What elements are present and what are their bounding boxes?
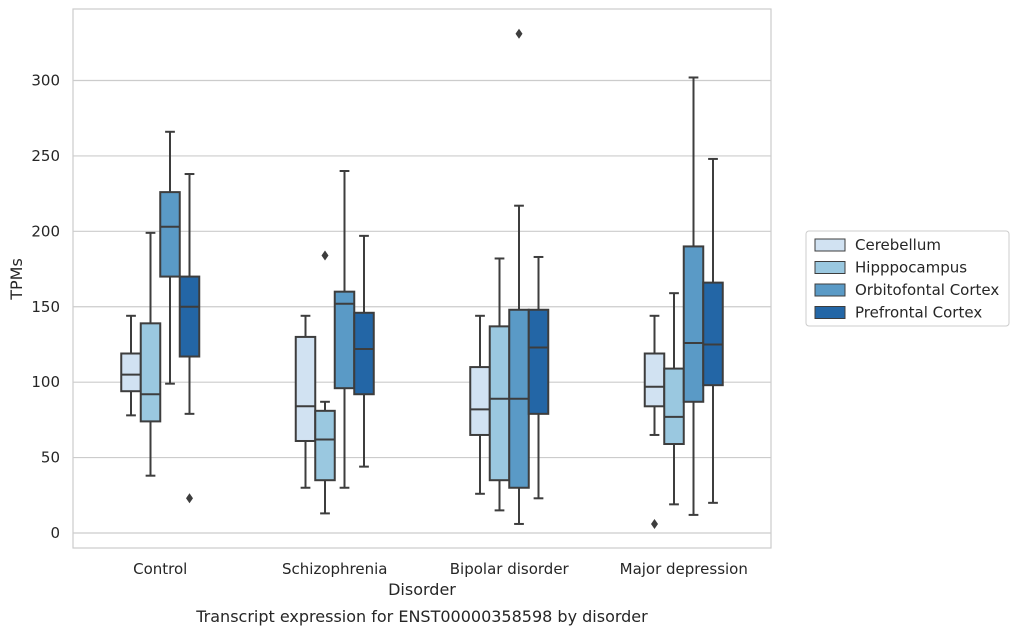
- plot-area: [73, 9, 771, 548]
- y-tick-label: 0: [50, 524, 60, 542]
- legend-frame: [805, 230, 1010, 327]
- box-prefrontal-cortex: [527, 255, 550, 500]
- y-tick-label: 250: [31, 147, 60, 165]
- legend-swatch: [814, 261, 846, 274]
- box-iqr: [643, 352, 666, 408]
- legend-label: Orbitofontal Cortex: [855, 281, 999, 299]
- outlier-marker: [515, 28, 523, 39]
- plot-frame: [72, 8, 772, 549]
- box-iqr: [527, 308, 550, 415]
- box-iqr: [682, 245, 705, 403]
- box-iqr: [120, 352, 142, 393]
- legend-swatch: [814, 283, 846, 297]
- y-tick-label: 300: [31, 72, 60, 90]
- box-iqr: [663, 367, 685, 446]
- legend-swatch: [814, 306, 846, 319]
- box-cerebellum: [469, 314, 491, 495]
- box-orbitofontal-cortex: [333, 170, 356, 489]
- box-iqr: [702, 281, 724, 387]
- box-cerebellum: [120, 314, 142, 417]
- box-plot-series: [120, 28, 724, 529]
- y-axis-ticks: 0 50 100 150 200 250 300: [31, 72, 60, 543]
- legend-label: Hipppocampus: [855, 259, 967, 277]
- box-iqr: [314, 409, 336, 482]
- box-iqr: [294, 335, 317, 442]
- box-prefrontal-cortex: [178, 173, 201, 504]
- box-iqr: [139, 322, 162, 423]
- x-axis-title: Disorder: [388, 580, 456, 599]
- legend-label: Prefrontal Cortex: [855, 304, 982, 322]
- y-axis-title: TPMs: [7, 258, 26, 301]
- chart-caption: Transcript expression for ENST0000035859…: [195, 607, 648, 626]
- y-tick-label: 100: [31, 373, 60, 391]
- box-iqr: [488, 325, 511, 482]
- box-prefrontal-cortex: [702, 157, 724, 504]
- y-tick-label: 150: [31, 298, 60, 316]
- legend: Cerebellum Hipppocampus Orbitofontal Corte…: [805, 230, 1010, 327]
- box-iqr: [469, 366, 491, 436]
- legend-swatch: [814, 238, 846, 252]
- box-prefrontal-cortex: [353, 234, 375, 468]
- box-orbitofontal-cortex: [159, 130, 181, 385]
- legend-label: Cerebellum: [855, 236, 941, 254]
- outlier-marker: [321, 250, 329, 261]
- box-cerebellum: [294, 314, 317, 489]
- x-tick-label: Schizophrenia: [282, 560, 387, 578]
- box-orbitofontal-cortex: [682, 76, 705, 516]
- x-tick-label: Control: [133, 560, 187, 578]
- y-tick-label: 50: [41, 449, 60, 467]
- x-tick-label: Major depression: [620, 560, 748, 578]
- y-tick-label: 200: [31, 222, 60, 240]
- box-hipppocampus: [314, 250, 336, 515]
- box-hipppocampus: [139, 231, 162, 477]
- x-axis-ticks: Control Schizophrenia Bipolar disorder Majo…: [133, 560, 748, 578]
- box-iqr: [178, 275, 201, 358]
- box-iqr: [353, 311, 375, 396]
- box-iqr: [333, 290, 356, 390]
- box-iqr: [159, 191, 181, 278]
- x-tick-label: Bipolar disorder: [450, 560, 570, 578]
- outlier-marker: [186, 493, 193, 504]
- box-hipppocampus: [663, 292, 685, 506]
- outlier-marker: [651, 518, 658, 529]
